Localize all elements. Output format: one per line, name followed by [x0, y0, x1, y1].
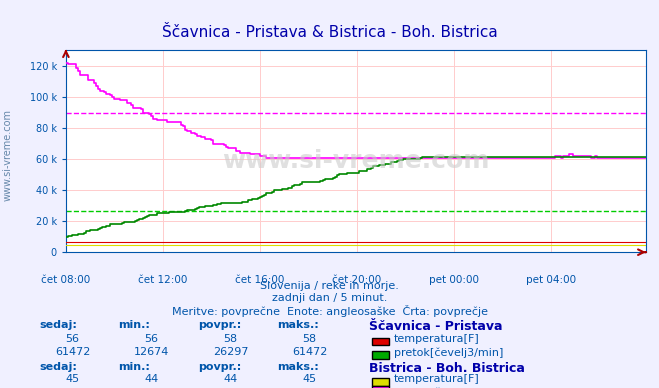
Text: Ščavnica - Pristava & Bistrica - Boh. Bistrica: Ščavnica - Pristava & Bistrica - Boh. Bi… [161, 25, 498, 40]
Text: pretok[čevelj3/min]: pretok[čevelj3/min] [394, 347, 503, 358]
Text: maks.:: maks.: [277, 362, 318, 372]
Text: temperatura[F]: temperatura[F] [394, 334, 480, 344]
Text: maks.:: maks.: [277, 320, 318, 330]
Text: čet 20:00: čet 20:00 [332, 275, 382, 286]
Text: Slovenija / reke in morje.: Slovenija / reke in morje. [260, 281, 399, 291]
Text: 45: 45 [302, 374, 317, 385]
Text: 58: 58 [223, 334, 238, 344]
Text: 26297: 26297 [213, 347, 248, 357]
Text: povpr.:: povpr.: [198, 362, 241, 372]
Text: www.si-vreme.com: www.si-vreme.com [222, 149, 490, 173]
Text: Ščavnica - Pristava: Ščavnica - Pristava [369, 320, 503, 333]
Text: čet 12:00: čet 12:00 [138, 275, 188, 286]
Text: 61472: 61472 [55, 347, 90, 357]
Text: 58: 58 [302, 334, 317, 344]
Text: Bistrica - Boh. Bistrica: Bistrica - Boh. Bistrica [369, 362, 525, 375]
Text: zadnji dan / 5 minut.: zadnji dan / 5 minut. [272, 293, 387, 303]
Text: min.:: min.: [119, 362, 150, 372]
Text: pet 00:00: pet 00:00 [429, 275, 479, 286]
Text: sedaj:: sedaj: [40, 320, 77, 330]
Text: 44: 44 [144, 374, 159, 385]
Text: Meritve: povprečne  Enote: angleosaške  Črta: povprečje: Meritve: povprečne Enote: angleosaške Čr… [171, 305, 488, 317]
Text: sedaj:: sedaj: [40, 362, 77, 372]
Text: 12674: 12674 [134, 347, 169, 357]
Text: 44: 44 [223, 374, 238, 385]
Text: čet 08:00: čet 08:00 [42, 275, 90, 286]
Text: 56: 56 [65, 334, 80, 344]
Text: min.:: min.: [119, 320, 150, 330]
Text: 56: 56 [144, 334, 159, 344]
Text: povpr.:: povpr.: [198, 320, 241, 330]
Text: 45: 45 [65, 374, 80, 385]
Text: www.si-vreme.com: www.si-vreme.com [3, 109, 13, 201]
Text: čet 16:00: čet 16:00 [235, 275, 285, 286]
Text: temperatura[F]: temperatura[F] [394, 374, 480, 385]
Text: 61472: 61472 [292, 347, 328, 357]
Text: pet 04:00: pet 04:00 [526, 275, 576, 286]
